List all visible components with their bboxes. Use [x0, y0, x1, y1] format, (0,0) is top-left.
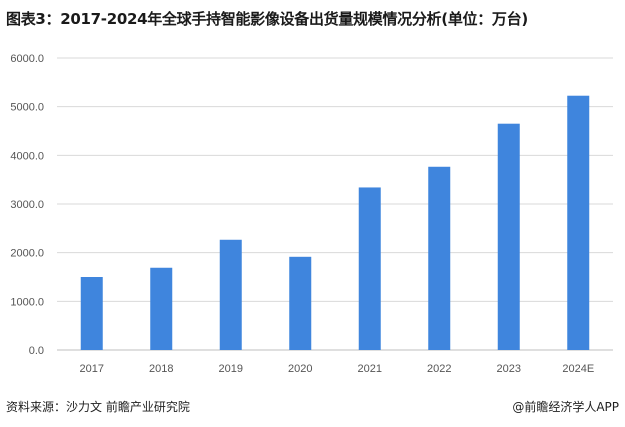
x-tick-label: 2022	[427, 363, 451, 375]
bar	[497, 123, 520, 350]
chart-title: 图表3：2017-2024年全球手持智能影像设备出货量规模情况分析(单位：万台)	[6, 10, 528, 28]
y-tick-label: 0.0	[29, 345, 44, 357]
bar	[150, 267, 173, 350]
x-tick-label: 2018	[149, 363, 173, 375]
bar	[358, 187, 381, 350]
credit-note: @前瞻经济学人APP	[512, 400, 619, 414]
bar	[428, 166, 451, 350]
x-tick-label: 2024E	[562, 363, 594, 375]
bar	[567, 95, 590, 350]
y-tick-label: 2000.0	[10, 248, 44, 260]
bar	[80, 277, 103, 350]
x-tick-label: 2017	[80, 363, 104, 375]
bar	[289, 256, 312, 350]
y-tick-label: 5000.0	[10, 102, 44, 114]
x-tick-label: 2021	[358, 363, 382, 375]
source-note: 资料来源：沙力文 前瞻产业研究院	[6, 400, 190, 414]
bar	[219, 239, 242, 350]
y-tick-label: 3000.0	[10, 199, 44, 211]
x-tick-label: 2023	[497, 363, 521, 375]
x-tick-label: 2020	[288, 363, 312, 375]
y-tick-label: 1000.0	[10, 296, 44, 308]
x-tick-label: 2019	[219, 363, 243, 375]
y-tick-label: 6000.0	[10, 53, 44, 65]
y-tick-label: 4000.0	[10, 150, 44, 162]
